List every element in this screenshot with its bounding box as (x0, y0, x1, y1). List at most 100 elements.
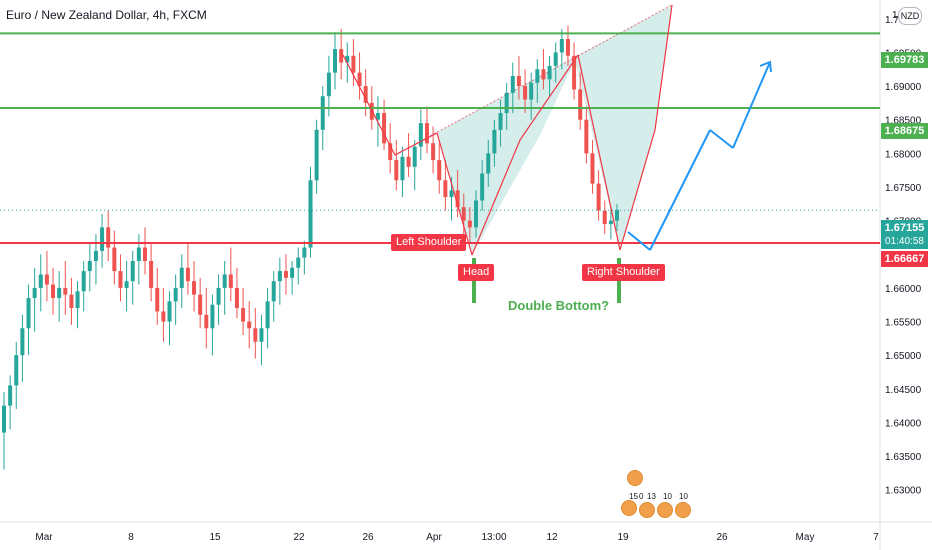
candle-body (314, 129, 319, 181)
candle-body (87, 261, 92, 272)
candle-body (51, 284, 56, 298)
candle-body (2, 405, 6, 433)
projection-line (627, 231, 651, 251)
candle-body (302, 247, 307, 258)
candle-body (167, 301, 172, 322)
pattern-line (342, 54, 396, 156)
candle-body (283, 271, 288, 278)
candle-body (333, 49, 338, 73)
time-tick-label: Apr (426, 532, 442, 543)
candle-body (608, 220, 613, 224)
candle-body (296, 257, 301, 268)
candle-body (100, 227, 105, 251)
candle-body (198, 294, 203, 315)
candle-body (124, 281, 129, 288)
candle-body (320, 96, 325, 130)
candle-body (210, 304, 215, 329)
idea-avatar-icon[interactable] (675, 502, 691, 518)
candle-body (375, 113, 380, 120)
candle-body (553, 52, 558, 66)
candle-body (461, 207, 466, 221)
candle-body (265, 301, 270, 329)
idea-count: 0 (639, 492, 644, 501)
pattern-line (519, 54, 579, 141)
candle-body (529, 82, 534, 100)
wedge-pattern-fill (395, 5, 672, 255)
candle-body (584, 119, 589, 154)
candle-body (93, 250, 98, 261)
pattern-line (577, 54, 621, 251)
candle-body (26, 298, 31, 329)
candle-body (185, 267, 190, 282)
support-price-tag: 1.66667 (881, 251, 928, 267)
candle-body (149, 261, 154, 288)
candle-body (57, 287, 62, 298)
candle-body (388, 143, 393, 161)
candle-body (345, 55, 350, 63)
candle-body (112, 247, 117, 272)
candle-body (38, 274, 43, 288)
candle-body (394, 160, 399, 181)
price-tick-label: 1.65500 (885, 318, 922, 329)
pattern-line (471, 139, 521, 256)
candle-body (351, 55, 356, 73)
candle-body (596, 183, 601, 211)
candle-body (572, 55, 577, 90)
price-tick-label: 1.68500 (885, 116, 922, 127)
ideas-cluster[interactable]: 15 0 13 10 10 (619, 468, 691, 524)
candle-body (228, 274, 233, 288)
resistance-lower-price-tag: 1.68675 (881, 123, 928, 139)
price-tick-label: 1.65000 (885, 351, 922, 362)
head-label[interactable]: Head (458, 264, 495, 281)
candle-body (63, 287, 68, 295)
bar-countdown: 01:40:58 (881, 235, 928, 249)
candle-body (492, 129, 497, 154)
price-tick-label: 1.64000 (885, 418, 922, 429)
candle-body (20, 328, 25, 356)
candle-body (155, 287, 160, 312)
current-price-tag: 1.67155 (881, 220, 928, 236)
candle-body (69, 294, 74, 309)
candle-body (339, 49, 344, 63)
pattern-line (619, 129, 656, 251)
candle-body (590, 153, 595, 184)
candle-body (32, 287, 37, 298)
left-shoulder-label[interactable]: Left Shoulder (391, 234, 467, 251)
time-tick-label: 13:00 (481, 532, 506, 543)
candle-body (455, 190, 460, 208)
candle-body (523, 86, 528, 100)
idea-avatar-icon[interactable] (621, 500, 637, 516)
double-bottom-label[interactable]: Double Bottom? (508, 298, 610, 313)
time-tick-label: 12 (546, 532, 558, 543)
candle-body (259, 328, 264, 342)
candle-body (326, 72, 331, 97)
right-shoulder-label[interactable]: Right Shoulder (582, 264, 665, 281)
candle-body (241, 308, 246, 322)
candle-body (510, 76, 515, 93)
candle-body (247, 321, 252, 329)
pattern-line (654, 4, 673, 131)
idea-avatar-icon[interactable] (627, 470, 643, 486)
candle-body (234, 287, 239, 309)
candle-body (516, 76, 521, 87)
candle-body (412, 146, 417, 167)
currency-badge[interactable]: NZD (898, 7, 922, 25)
candle-body (179, 267, 184, 288)
projection-line (732, 61, 771, 149)
candle-body (290, 267, 295, 278)
candle-body (216, 287, 221, 305)
candle-body (192, 281, 197, 295)
candle-body (504, 92, 509, 113)
price-tick-label: 1.64500 (885, 385, 922, 396)
wedge-upper-line (394, 4, 673, 156)
price-axis-pane (880, 0, 932, 550)
candle-body (81, 271, 86, 292)
candle-body (437, 160, 442, 181)
candle-body (222, 274, 227, 288)
time-tick-label: 7 (873, 532, 879, 543)
pattern-line (436, 132, 473, 256)
candle-body (118, 271, 123, 288)
idea-avatar-icon[interactable] (639, 502, 655, 518)
candle-body (142, 247, 147, 261)
idea-avatar-icon[interactable] (657, 502, 673, 518)
